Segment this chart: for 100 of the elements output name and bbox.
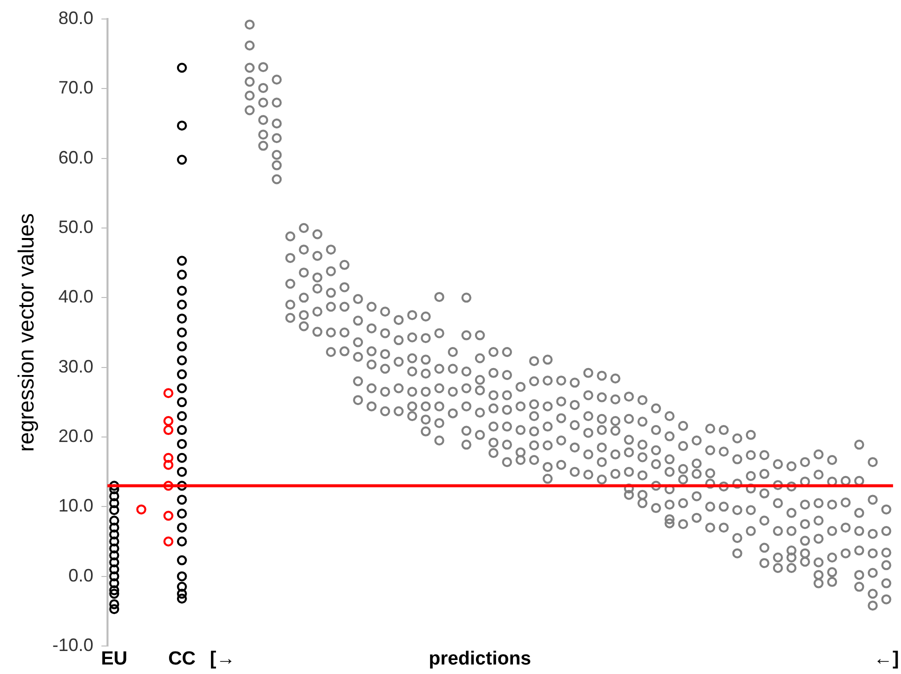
point	[570, 442, 580, 452]
point	[556, 435, 566, 446]
point	[814, 516, 824, 526]
point	[109, 578, 120, 588]
point	[407, 353, 418, 364]
point	[772, 552, 783, 563]
point	[394, 356, 404, 367]
point	[651, 503, 662, 514]
y-tick-label: 0.0	[68, 565, 94, 586]
point	[542, 354, 553, 365]
point	[312, 326, 322, 337]
point	[244, 20, 255, 30]
point	[109, 550, 120, 560]
point	[163, 452, 174, 463]
point	[556, 413, 566, 424]
point	[434, 401, 444, 412]
point	[434, 292, 444, 302]
point	[176, 480, 187, 491]
point	[326, 288, 336, 298]
point	[407, 411, 418, 422]
point	[272, 150, 282, 160]
point	[420, 386, 431, 397]
point	[664, 431, 675, 442]
point	[448, 364, 458, 374]
point	[176, 383, 187, 394]
point	[772, 480, 783, 490]
point	[610, 449, 620, 460]
point	[339, 282, 350, 292]
point	[272, 74, 282, 85]
point	[109, 522, 120, 533]
point	[312, 229, 322, 240]
point	[529, 426, 540, 436]
point	[664, 466, 675, 477]
point	[854, 582, 864, 592]
point	[488, 448, 498, 458]
point	[732, 548, 742, 558]
point	[176, 494, 187, 505]
x-tick-label: EU	[100, 648, 128, 670]
point	[746, 430, 756, 440]
point	[272, 98, 282, 108]
point	[786, 508, 796, 518]
point	[176, 369, 187, 380]
point	[868, 588, 878, 599]
y-tick-label: 70.0	[58, 78, 94, 98]
point	[272, 118, 282, 128]
point	[854, 508, 864, 518]
point	[664, 500, 675, 510]
point	[624, 466, 634, 477]
point	[732, 433, 742, 444]
x-tick-label: CC	[168, 648, 196, 670]
point	[461, 426, 472, 436]
point	[109, 543, 120, 554]
point	[624, 447, 634, 458]
point	[596, 392, 607, 402]
point	[651, 425, 662, 436]
point	[529, 356, 540, 366]
point	[461, 440, 472, 450]
point	[814, 557, 824, 568]
point	[474, 408, 485, 418]
point	[176, 355, 187, 366]
point	[746, 471, 756, 482]
point	[326, 347, 336, 358]
y-tick-label: -10.0	[52, 634, 94, 655]
point	[380, 306, 390, 317]
point	[407, 310, 418, 320]
point	[786, 461, 796, 472]
point	[109, 571, 120, 582]
point	[705, 522, 716, 533]
point	[244, 105, 255, 116]
point	[800, 457, 810, 468]
point	[176, 466, 187, 477]
point	[353, 337, 364, 348]
point	[596, 474, 607, 484]
point	[786, 562, 796, 573]
point	[272, 174, 282, 184]
point	[718, 481, 729, 492]
point	[556, 460, 566, 470]
point	[746, 484, 756, 494]
point	[312, 272, 322, 282]
point	[163, 388, 174, 398]
point	[840, 548, 851, 558]
point	[461, 330, 472, 340]
point	[596, 370, 607, 381]
point	[814, 449, 824, 460]
point	[624, 434, 634, 445]
point	[109, 557, 120, 568]
point	[298, 310, 309, 320]
point	[814, 578, 824, 588]
point	[176, 582, 187, 592]
point	[732, 478, 742, 489]
point	[542, 474, 553, 484]
point	[664, 411, 675, 422]
point	[461, 383, 472, 394]
point	[366, 323, 377, 334]
point	[176, 522, 187, 533]
x-tick-label: predictions	[428, 648, 532, 670]
point	[718, 425, 729, 436]
point	[298, 223, 309, 233]
point	[651, 459, 662, 470]
point	[176, 536, 187, 546]
